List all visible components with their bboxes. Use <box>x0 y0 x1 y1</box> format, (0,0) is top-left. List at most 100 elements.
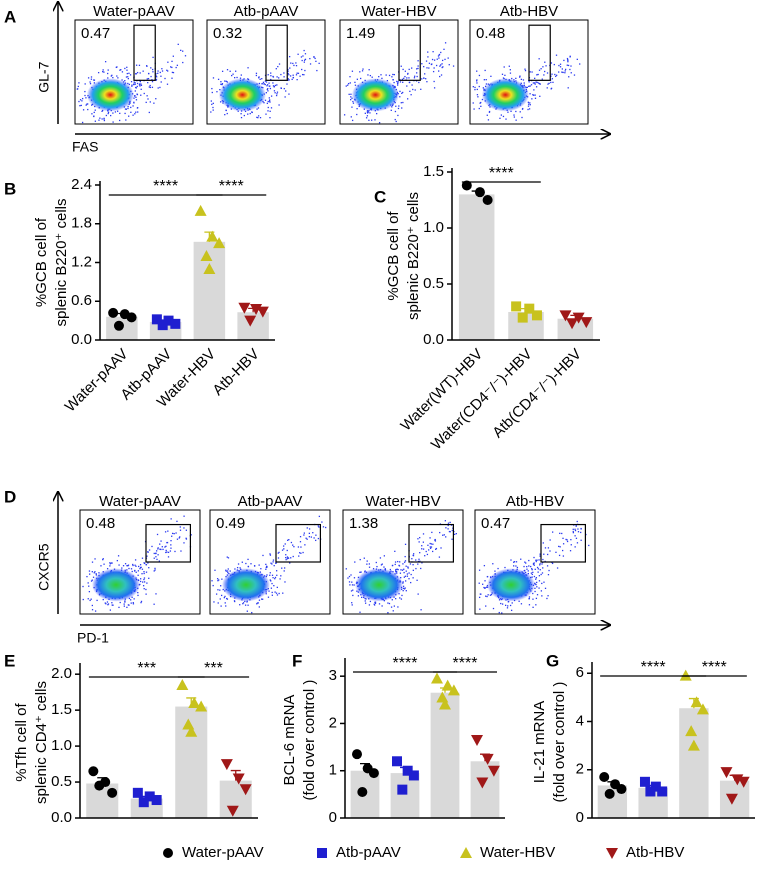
event-dot <box>87 598 89 600</box>
data-point <box>517 312 528 323</box>
event-dot <box>268 100 271 102</box>
event-dot <box>111 74 113 76</box>
event-dot <box>561 549 564 552</box>
event-dot <box>245 562 247 565</box>
event-dot <box>407 72 409 75</box>
event-dot <box>225 109 227 112</box>
event-dot <box>416 75 418 78</box>
event-dot <box>126 565 128 567</box>
event-dot <box>450 524 453 526</box>
event-dot <box>535 578 537 580</box>
event-dot <box>397 81 399 83</box>
event-dot <box>143 571 145 573</box>
event-dot <box>396 82 399 84</box>
event-dot <box>400 65 402 67</box>
event-dot <box>502 115 505 118</box>
event-dot <box>308 532 311 534</box>
event-dot <box>136 85 138 88</box>
event-dot <box>299 75 301 77</box>
event-dot <box>159 86 161 89</box>
event-dot <box>510 559 512 561</box>
event-dot <box>492 563 494 565</box>
event-dot <box>270 562 272 564</box>
event-dot <box>126 606 128 609</box>
event-dot <box>280 87 282 89</box>
event-dot <box>283 76 285 78</box>
event-dot <box>529 93 531 95</box>
event-dot <box>399 96 401 98</box>
event-dot <box>527 108 529 111</box>
event-dot <box>112 121 114 123</box>
event-dot <box>352 589 354 591</box>
event-dot <box>226 556 228 558</box>
event-dot <box>121 79 123 81</box>
event-dot <box>419 560 421 562</box>
event-dot <box>507 601 509 603</box>
event-dot <box>452 65 455 67</box>
event-dot <box>534 97 537 99</box>
event-dot <box>79 99 82 101</box>
event-dot <box>373 604 376 606</box>
event-dot <box>347 577 349 579</box>
event-dot <box>255 72 258 74</box>
event-dot <box>404 70 407 72</box>
event-dot <box>368 119 370 121</box>
event-dot <box>569 68 571 71</box>
event-dot <box>535 86 538 88</box>
event-dot <box>532 563 535 565</box>
event-dot <box>148 111 150 114</box>
event-dot <box>371 119 373 121</box>
event-dot <box>380 74 382 76</box>
event-dot <box>124 67 126 70</box>
flow-plot: Atb-HBV 0.47 <box>474 493 596 615</box>
event-dot <box>498 599 501 601</box>
event-dot <box>91 104 93 106</box>
event-dot <box>369 600 372 603</box>
event-dot <box>143 578 145 581</box>
data-point <box>203 262 216 274</box>
significance-label: **** <box>641 659 666 676</box>
event-dot <box>85 97 87 99</box>
event-dot <box>126 72 128 75</box>
event-dot <box>564 68 567 71</box>
event-dot <box>267 74 269 76</box>
event-dot <box>140 83 142 85</box>
event-dot <box>251 611 253 614</box>
event-dot <box>133 81 135 83</box>
event-dot <box>417 60 419 62</box>
event-dot <box>102 70 104 73</box>
event-dot <box>432 543 434 545</box>
event-dot <box>313 537 315 539</box>
event-dot <box>448 64 450 66</box>
event-dot <box>226 597 228 600</box>
event-dot <box>428 67 430 69</box>
event-dot <box>534 583 536 585</box>
event-dot <box>393 73 395 76</box>
event-dot <box>153 557 155 559</box>
event-dot <box>403 571 405 574</box>
event-dot <box>226 570 229 572</box>
event-dot <box>529 104 531 106</box>
event-dot <box>476 79 478 81</box>
event-dot <box>418 541 420 543</box>
event-dot <box>530 84 533 86</box>
event-dot <box>443 48 445 50</box>
event-dot <box>313 56 315 58</box>
event-dot <box>147 77 150 80</box>
event-dot <box>106 568 109 570</box>
event-dot <box>274 591 276 593</box>
event-dot <box>527 570 529 572</box>
event-dot <box>389 568 391 571</box>
event-dot <box>284 96 286 98</box>
event-dot <box>391 76 393 78</box>
event-dot <box>365 117 368 119</box>
event-dot <box>141 573 143 575</box>
event-dot <box>375 561 377 564</box>
event-dot <box>260 568 262 570</box>
event-dot <box>127 564 130 566</box>
event-dot <box>548 82 550 85</box>
event-dot <box>566 64 568 66</box>
event-dot <box>211 580 213 582</box>
legend-marker <box>606 848 618 859</box>
event-dot <box>296 78 298 81</box>
